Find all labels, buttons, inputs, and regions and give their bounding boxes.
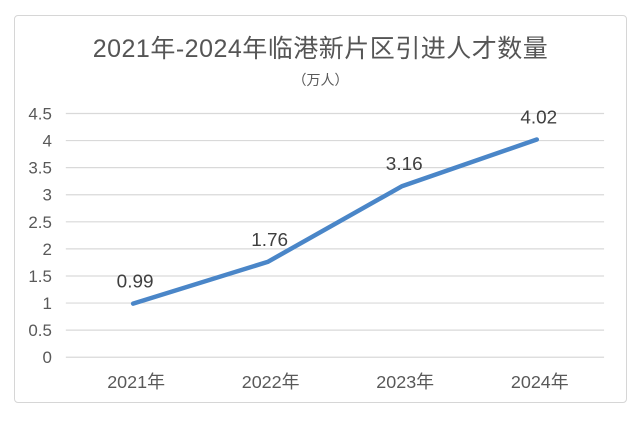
data-point-label: 0.99 bbox=[117, 272, 154, 293]
chart-card: 2021年-2024年临港新片区引进人才数量 （万人） 0 0.5 1 1.5 2 2.5… bbox=[14, 15, 627, 403]
y-axis-tick-label: 4 bbox=[42, 132, 51, 151]
chart-subtitle: （万人） bbox=[292, 72, 349, 88]
y-axis-tick-label: 2.5 bbox=[28, 213, 52, 232]
x-axis-tick-label: 2023年 bbox=[376, 372, 434, 392]
y-axis-tick-label: 3 bbox=[42, 186, 51, 205]
line-chart-plot: 0 0.5 1 1.5 2 2.5 3 3.5 4 4.5 2021年 2022年 2023年 2024年… bbox=[28, 104, 605, 392]
y-axis-tick-label: 1 bbox=[42, 294, 51, 313]
y-axis-tick-label: 1.5 bbox=[28, 267, 52, 286]
y-axis-tick-label: 2 bbox=[42, 240, 51, 259]
x-axis-tick-label: 2022年 bbox=[242, 372, 300, 392]
data-point-label: 3.16 bbox=[386, 154, 423, 175]
x-axis-tick-label: 2021年 bbox=[107, 372, 165, 392]
data-series-line bbox=[130, 137, 540, 306]
y-axis-tick-label: 0.5 bbox=[28, 321, 52, 340]
chart-title: 2021年-2024年临港新片区引进人才数量 bbox=[92, 35, 549, 63]
data-point-label: 1.76 bbox=[251, 230, 288, 251]
x-axis-tick-label: 2024年 bbox=[511, 372, 569, 392]
y-axis-tick-label: 3.5 bbox=[28, 159, 52, 178]
data-point-label: 4.02 bbox=[520, 108, 557, 129]
y-axis-tick-label: 0 bbox=[42, 348, 51, 367]
y-axis-tick-label: 4.5 bbox=[28, 104, 52, 123]
